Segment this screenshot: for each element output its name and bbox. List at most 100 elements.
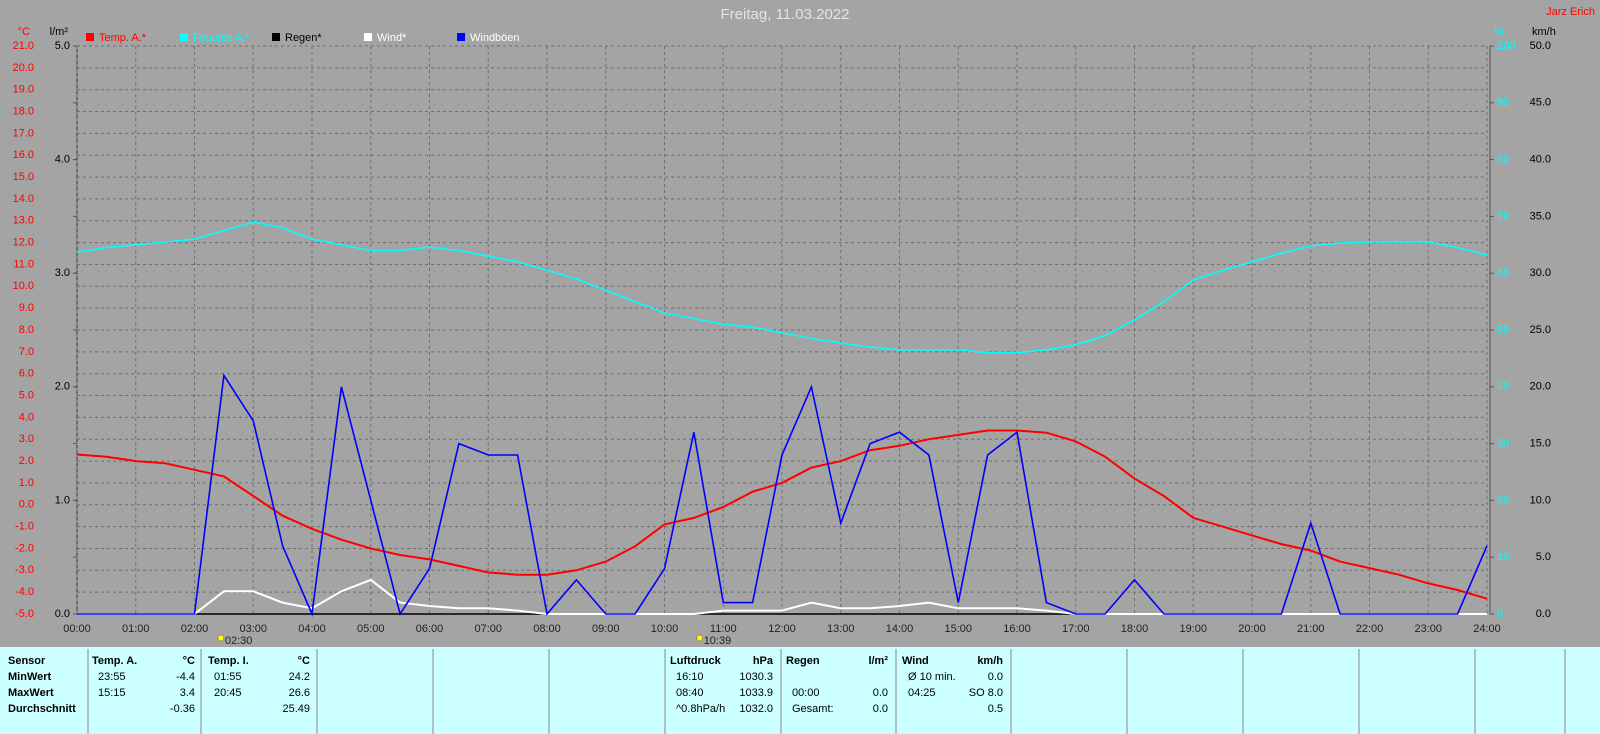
y-tick-label: 0.0 (19, 499, 34, 511)
chart-title: Freitag, 11.03.2022 (721, 6, 850, 23)
cell-value: SO 8.0 (969, 687, 1003, 699)
x-tick-label: 08:00 (533, 623, 561, 635)
series-line (76, 429, 1488, 600)
y-tick-label: 20.0 (13, 62, 34, 74)
x-tick-label: 18:00 (1121, 623, 1149, 635)
cell-time: Gesamt: (792, 703, 834, 715)
legend-label: Regen* (285, 32, 322, 44)
y-tick-label: 19.0 (13, 84, 34, 96)
x-tick-label: 00:00 (63, 623, 91, 635)
column-unit: °C (298, 655, 310, 667)
cell-time: 00:00 (792, 687, 820, 699)
x-tick-label: 15:00 (944, 623, 972, 635)
cell-value: 0.0 (873, 687, 888, 699)
x-tick-label: 21:00 (1297, 623, 1325, 635)
y-tick-label: 9.0 (19, 302, 34, 314)
y-tick-label: 70 (1497, 210, 1509, 222)
y-tick-label: 45.0 (1530, 97, 1551, 109)
y-tick-label: -2.0 (15, 542, 34, 554)
y-tick-label: 10.0 (13, 280, 34, 292)
x-tick-label: 11:00 (710, 623, 737, 635)
x-tick-label: 13:00 (827, 623, 855, 635)
row-label: MaxWert (8, 687, 54, 699)
y-tick-label: 14.0 (13, 193, 34, 205)
cell-value: 0.0 (873, 703, 888, 715)
y-tick-label: -5.0 (15, 608, 34, 620)
y-tick-label: 16.0 (13, 149, 34, 161)
cell-value: 25.49 (282, 703, 310, 715)
y-tick-label: 7.0 (19, 346, 34, 358)
y-tick-label: -3.0 (15, 564, 34, 576)
y-tick-label: 21.0 (13, 40, 34, 52)
cell-value: -0.36 (170, 703, 195, 715)
x-tick-label: 24:00 (1473, 623, 1501, 635)
x-tick-label: 19:00 (1179, 623, 1207, 635)
annotation-label: 02:30 (225, 635, 253, 647)
y3-axis-label: % (1494, 26, 1504, 38)
y-tick-label: 35.0 (1530, 210, 1551, 222)
legend-label: Wind* (377, 32, 407, 44)
y-tick-label: 5.0 (19, 389, 34, 401)
x-tick-label: 01:00 (122, 623, 150, 635)
y-tick-label: 80 (1497, 154, 1509, 166)
y-tick-label: 17.0 (13, 127, 34, 139)
y-tick-label: 100 (1497, 40, 1515, 52)
y-tick-label: 1.0 (19, 477, 34, 489)
cell-value: 24.2 (289, 671, 310, 683)
y-tick-label: 2.0 (19, 455, 34, 467)
x-tick-label: 04:00 (298, 623, 326, 635)
cell-time: 23:55 (98, 671, 126, 683)
x-tick-label: 23:00 (1414, 623, 1442, 635)
legend-label: Windböen (470, 32, 520, 44)
y-tick-label: 5.0 (1536, 551, 1551, 563)
column-unit: °C (183, 655, 195, 667)
cell-value: 1033.9 (739, 687, 773, 699)
y-tick-label: 30.0 (1530, 267, 1551, 279)
y-tick-label: 0.0 (55, 608, 70, 620)
cell-value: 3.4 (180, 687, 195, 699)
annotation-marker (217, 634, 225, 642)
x-tick-label: 05:00 (357, 623, 385, 635)
x-tick-label: 02:00 (181, 623, 209, 635)
cell-time: 08:40 (676, 687, 704, 699)
y-tick-label: 40.0 (1530, 154, 1551, 166)
y-tick-label: 40 (1497, 381, 1509, 393)
y-tick-label: 60 (1497, 267, 1509, 279)
row-label: Durchschnitt (8, 703, 76, 715)
cell-time: 15:15 (98, 687, 126, 699)
y-tick-label: 30 (1497, 438, 1509, 450)
column-title: Temp. A. (92, 655, 137, 667)
y-tick-label: 13.0 (13, 215, 34, 227)
cell-value: 0.0 (988, 671, 1003, 683)
y-tick-label: 50 (1497, 324, 1509, 336)
cell-time: Ø 10 min. (908, 671, 956, 683)
legend-label: Temp. A.* (99, 32, 147, 44)
y-tick-label: 10.0 (1530, 494, 1551, 506)
x-tick-label: 03:00 (239, 623, 267, 635)
x-tick-label: 20:00 (1238, 623, 1266, 635)
cell-time: 16:10 (676, 671, 704, 683)
cell-value: 26.6 (289, 687, 310, 699)
cell-time: 01:55 (214, 671, 242, 683)
y-tick-label: 90 (1497, 97, 1509, 109)
y-tick-label: 3.0 (19, 433, 34, 445)
y2-axis-label: l/m² (50, 26, 69, 38)
y-tick-label: 10 (1497, 551, 1509, 563)
y-tick-label: 2.0 (55, 381, 70, 393)
column-title: Temp. I. (208, 655, 249, 667)
legend-swatch (364, 33, 372, 41)
column-title: Wind (902, 655, 929, 667)
y-tick-label: 20.0 (1530, 381, 1551, 393)
y-tick-label: 6.0 (19, 368, 34, 380)
row-label: MinWert (8, 671, 52, 683)
cell-time: ^0.8hPa/h (676, 703, 725, 715)
y-tick-label: -4.0 (15, 586, 34, 598)
column-title: Luftdruck (670, 655, 722, 667)
y-tick-label: 18.0 (13, 105, 34, 117)
corner-text: Jarz Erich (1546, 6, 1595, 18)
y-tick-label: 4.0 (19, 411, 34, 423)
column-title: Regen (786, 655, 820, 667)
series-line (77, 373, 1488, 617)
